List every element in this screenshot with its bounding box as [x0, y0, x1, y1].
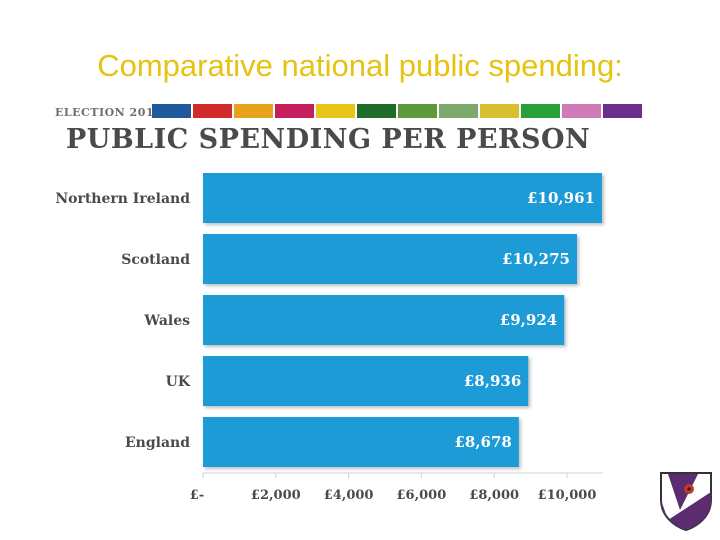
strip-swatch	[603, 104, 642, 118]
strip-swatch	[275, 104, 314, 118]
shield-crest-icon	[660, 472, 712, 532]
strip-swatch	[152, 104, 191, 118]
value-label: £9,924	[500, 311, 557, 329]
x-tick-label: £8,000	[469, 488, 519, 503]
strip-swatch	[316, 104, 355, 118]
strip-swatch	[357, 104, 396, 118]
chart-title: PUBLIC SPENDING PER PERSON	[66, 124, 591, 155]
bar	[203, 356, 529, 406]
strip-swatch	[480, 104, 519, 118]
value-label: £8,678	[454, 433, 511, 451]
x-tick-label: £2,000	[251, 488, 301, 503]
bar	[203, 173, 602, 223]
bar	[203, 295, 565, 345]
strip-swatch	[562, 104, 601, 118]
party-color-strip	[152, 104, 642, 118]
strip-swatch	[439, 104, 478, 118]
category-label: England	[125, 435, 190, 451]
x-tick-label: £4,000	[324, 488, 374, 503]
value-label: £10,275	[502, 250, 570, 268]
election-label: ELECTION 2015	[55, 106, 163, 119]
slide-title: Comparative national public spending:	[97, 48, 623, 83]
category-label: Wales	[143, 313, 190, 329]
category-label: UK	[166, 374, 191, 390]
strip-swatch	[521, 104, 560, 118]
value-label: £10,961	[527, 189, 595, 207]
category-label: Scotland	[121, 252, 190, 268]
bar	[203, 417, 519, 467]
strip-swatch	[234, 104, 273, 118]
strip-swatch	[398, 104, 437, 118]
x-tick-label: £-	[190, 488, 204, 503]
strip-swatch	[193, 104, 232, 118]
x-tick-label: £6,000	[397, 488, 447, 503]
value-label: £8,936	[464, 372, 521, 390]
x-tick-label: £10,000	[538, 488, 597, 503]
category-label: Northern Ireland	[55, 191, 190, 207]
bar	[203, 234, 578, 284]
